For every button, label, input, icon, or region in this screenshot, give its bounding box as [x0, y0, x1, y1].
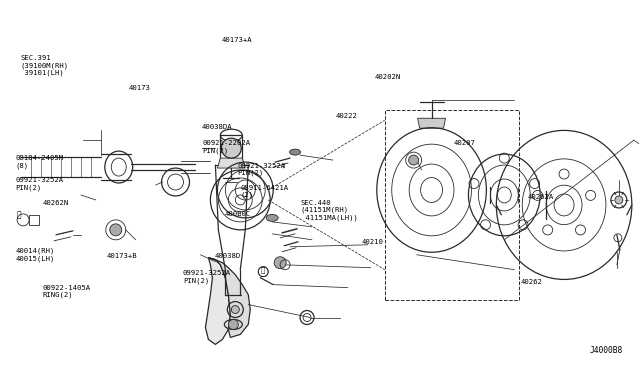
Text: 08911-6421A
(2): 08911-6421A (2) [240, 185, 289, 198]
Ellipse shape [266, 214, 278, 221]
Circle shape [231, 305, 239, 314]
Circle shape [228, 320, 238, 330]
Text: 40173+A: 40173+A [221, 36, 252, 43]
Text: 08184-2405M
(8): 08184-2405M (8) [15, 155, 63, 169]
Ellipse shape [290, 149, 301, 155]
Circle shape [221, 138, 241, 158]
Text: 09921-3252A
PIN(2): 09921-3252A PIN(2) [183, 270, 231, 283]
Text: 40210: 40210 [362, 238, 383, 245]
Text: 09921-3252A
PIN(2): 09921-3252A PIN(2) [15, 177, 63, 191]
Text: SEC.391
(39100M(RH)
 39101(LH): SEC.391 (39100M(RH) 39101(LH) [20, 55, 68, 76]
Bar [29, 215, 39, 225]
Text: 40262: 40262 [521, 279, 543, 285]
Text: 40038DA: 40038DA [202, 124, 233, 130]
Circle shape [110, 224, 122, 236]
Text: 40222: 40222 [336, 113, 358, 119]
Text: 00922-1405A
RING(2): 00922-1405A RING(2) [43, 285, 91, 298]
Text: 40262N: 40262N [43, 200, 69, 206]
Text: Ⓝ: Ⓝ [261, 266, 266, 273]
Text: 40207: 40207 [454, 140, 476, 146]
Polygon shape [205, 258, 230, 344]
Text: 40173+B: 40173+B [106, 253, 137, 259]
Text: 40262A: 40262A [527, 194, 554, 200]
Text: SEC.440
(41151M(RH)
 41151MA(LH)): SEC.440 (41151M(RH) 41151MA(LH)) [301, 200, 358, 221]
Polygon shape [418, 118, 445, 128]
Text: 40038D: 40038D [215, 253, 241, 259]
Text: 40202N: 40202N [374, 74, 401, 80]
Text: 40173: 40173 [129, 85, 150, 91]
Text: 00921-2202A
PIN(2): 00921-2202A PIN(2) [202, 140, 250, 154]
Text: Ⓑ: Ⓑ [17, 211, 22, 219]
Polygon shape [218, 158, 245, 168]
Circle shape [615, 196, 623, 204]
Bar [385, 110, 519, 299]
Polygon shape [209, 258, 250, 337]
Text: J4000B8: J4000B8 [589, 346, 623, 355]
Text: 40014(RH)
40015(LH): 40014(RH) 40015(LH) [15, 247, 54, 262]
Text: 08921-3252A
PIN(2): 08921-3252A PIN(2) [237, 163, 285, 176]
Circle shape [274, 257, 286, 269]
Text: 400B0C: 400B0C [225, 211, 251, 217]
Circle shape [409, 155, 419, 165]
